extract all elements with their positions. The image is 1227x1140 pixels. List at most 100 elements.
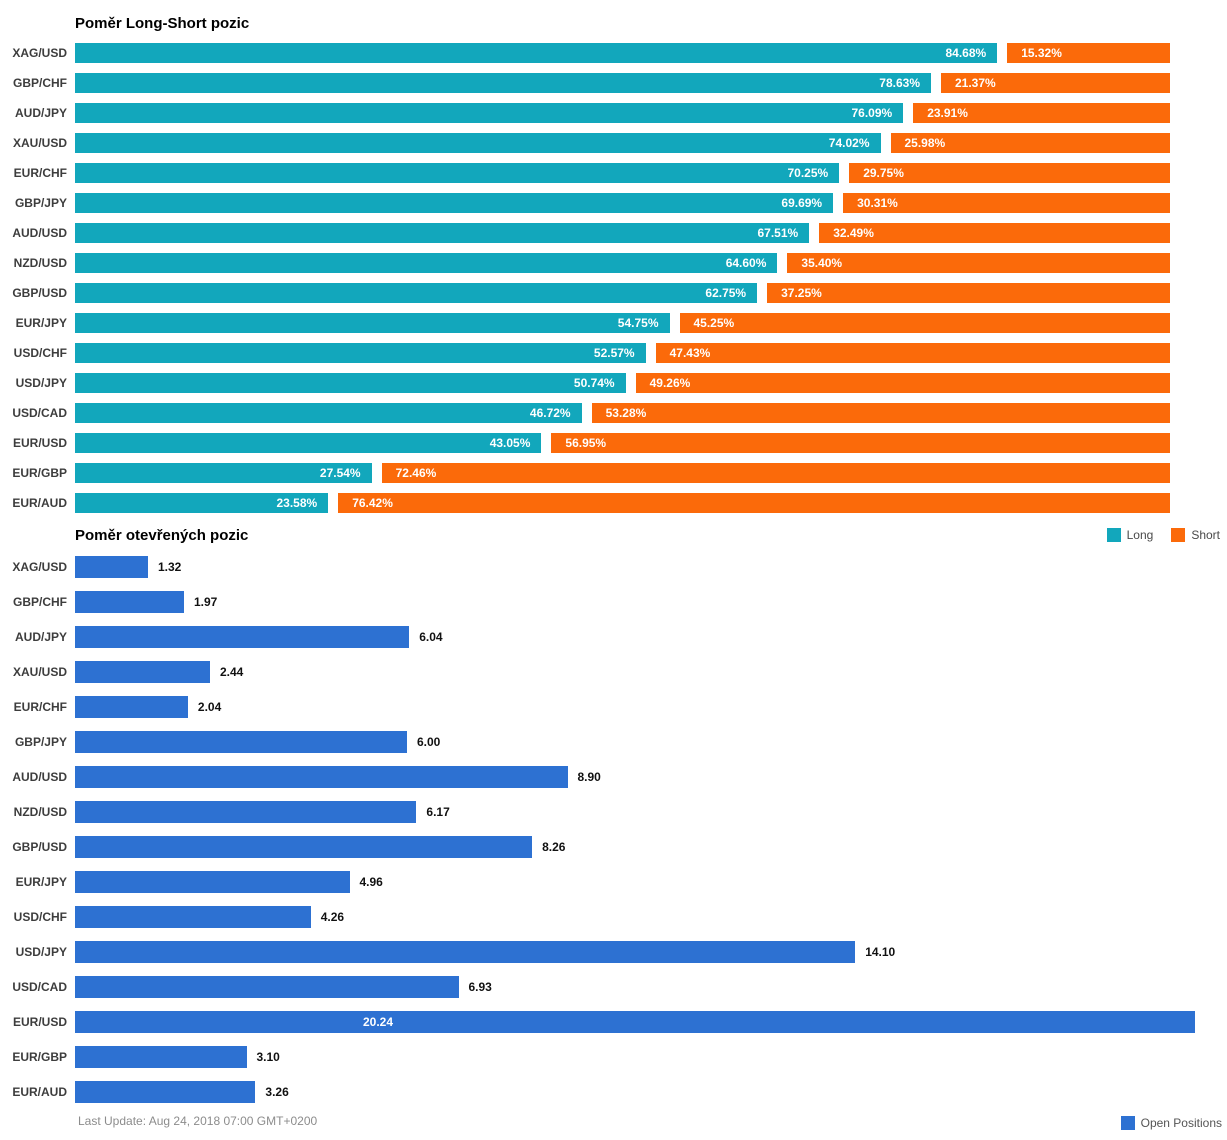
long-value-label: 76.09% xyxy=(851,106,893,120)
long-legend-label: Long xyxy=(1126,528,1154,542)
stacked-bar: 43.05% 56.95% xyxy=(75,433,1170,453)
bar-row: GBP/CHF 1.97 xyxy=(0,584,1195,619)
long-bar-segment: 50.74% xyxy=(75,373,626,393)
short-bar-segment: 30.31% xyxy=(843,193,1170,213)
value-label: 14.10 xyxy=(865,944,896,959)
short-value-label: 23.91% xyxy=(927,106,968,120)
category-label: AUD/USD xyxy=(12,226,67,240)
long-bar-segment: 27.54% xyxy=(75,463,372,483)
short-bar-segment: 21.37% xyxy=(941,73,1170,93)
category-label: GBP/USD xyxy=(12,286,67,300)
bar-row: EUR/USD 20.24 xyxy=(0,1004,1195,1039)
bar-row: EUR/GBP 3.10 xyxy=(0,1039,1195,1074)
bar-row: USD/CAD 46.72% 53.28% xyxy=(0,398,1170,428)
value-label: 3.26 xyxy=(265,1084,289,1099)
bar-row: AUD/JPY 76.09% 23.91% xyxy=(0,98,1170,128)
category-label: USD/CAD xyxy=(12,979,67,994)
stacked-bar: 67.51% 32.49% xyxy=(75,223,1170,243)
short-legend-label: Short xyxy=(1191,528,1220,542)
category-label: XAU/USD xyxy=(12,664,67,679)
bar-row: XAG/USD 84.68% 15.32% xyxy=(0,38,1170,68)
open-positions-bar xyxy=(75,1045,247,1068)
category-label: EUR/CHF xyxy=(13,166,67,180)
open-positions-bar xyxy=(75,835,533,858)
value-label: 2.04 xyxy=(197,699,222,714)
long-value-label: 23.58% xyxy=(276,496,318,510)
short-value-label: 53.28% xyxy=(605,406,647,420)
open-positions-legend: Open Positions xyxy=(1120,1116,1222,1130)
value-label: 1.32 xyxy=(158,559,182,574)
open-positions-rows: XAG/USD 1.32 GBP/CHF 1.97 AUD/JPY 6.04 XAU/USD… xyxy=(0,549,1195,1109)
category-label: GBP/CHF xyxy=(13,594,67,609)
stacked-bar: 74.02% 25.98% xyxy=(75,133,1170,153)
open-positions-bar xyxy=(75,1080,256,1103)
short-value-label: 29.75% xyxy=(863,166,904,180)
value-label: 8.90 xyxy=(577,769,601,784)
value-label: 1.97 xyxy=(194,594,218,609)
category-label: NZD/USD xyxy=(13,256,67,270)
short-value-label: 15.32% xyxy=(1021,46,1062,60)
value-label: 4.96 xyxy=(359,874,383,889)
long-bar-segment: 64.60% xyxy=(75,253,778,273)
stacked-bar: 46.72% 53.28% xyxy=(75,403,1170,423)
bar-row: EUR/AUD 3.26 xyxy=(0,1074,1195,1109)
stacked-bar: 84.68% 15.32% xyxy=(75,43,1170,63)
bar-row: NZD/USD 64.60% 35.40% xyxy=(0,248,1170,278)
long-value-label: 62.75% xyxy=(705,286,747,300)
open-positions-bar xyxy=(75,730,407,753)
value-label: 8.26 xyxy=(542,839,566,854)
open-positions-legend-swatch xyxy=(1120,1116,1135,1130)
category-label: AUD/USD xyxy=(12,769,67,784)
short-bar-segment: 35.40% xyxy=(787,253,1170,273)
bar-row: EUR/AUD 23.58% 76.42% xyxy=(0,488,1170,518)
bar-row: XAU/USD 74.02% 25.98% xyxy=(0,128,1170,158)
value-label: 2.44 xyxy=(220,664,244,679)
category-label: EUR/JPY xyxy=(15,874,67,889)
category-label: GBP/JPY xyxy=(14,196,67,210)
open-positions-bar xyxy=(75,590,184,613)
category-label: USD/JPY xyxy=(15,944,67,959)
bar-row: GBP/JPY 6.00 xyxy=(0,724,1195,759)
stacked-bar: 78.63% 21.37% xyxy=(75,73,1170,93)
short-value-label: 45.25% xyxy=(693,316,735,330)
bar-row: AUD/JPY 6.04 xyxy=(0,619,1195,654)
short-value-label: 30.31% xyxy=(857,196,898,210)
category-label: USD/JPY xyxy=(15,376,67,390)
bar-row: AUD/USD 8.90 xyxy=(0,759,1195,794)
short-value-label: 49.26% xyxy=(649,376,691,390)
category-label: EUR/CHF xyxy=(13,699,67,714)
long-value-label: 64.60% xyxy=(725,256,767,270)
stacked-bar: 54.75% 45.25% xyxy=(75,313,1170,333)
long-value-label: 52.57% xyxy=(593,346,635,360)
long-bar-segment: 84.68% xyxy=(75,43,998,63)
long-bar-segment: 54.75% xyxy=(75,313,670,333)
long-bar-segment: 23.58% xyxy=(75,493,329,513)
long-value-label: 27.54% xyxy=(319,466,361,480)
stacked-bar: 23.58% 76.42% xyxy=(75,493,1170,513)
short-value-label: 72.46% xyxy=(395,466,437,480)
bar-row: EUR/USD 43.05% 56.95% xyxy=(0,428,1170,458)
category-label: EUR/GBP xyxy=(12,466,67,480)
short-bar-segment: 45.25% xyxy=(679,313,1170,333)
bar-row: AUD/USD 67.51% 32.49% xyxy=(0,218,1170,248)
stacked-bar: 50.74% 49.26% xyxy=(75,373,1170,393)
open-positions-legend-label: Open Positions xyxy=(1140,1116,1222,1130)
long-short-legend: Long Short xyxy=(1106,528,1220,542)
category-label: EUR/JPY xyxy=(15,316,67,330)
bar-row: EUR/CHF 2.04 xyxy=(0,689,1195,724)
bar-row: GBP/USD 62.75% 37.25% xyxy=(0,278,1170,308)
bar-row: XAG/USD 1.32 xyxy=(0,549,1195,584)
short-bar-segment: 76.42% xyxy=(338,493,1170,513)
short-bar-segment: 25.98% xyxy=(890,133,1170,153)
long-bar-segment: 76.09% xyxy=(75,103,904,123)
bar-row: USD/JPY 50.74% 49.26% xyxy=(0,368,1170,398)
long-value-label: 70.25% xyxy=(787,166,829,180)
long-value-label: 43.05% xyxy=(489,436,531,450)
short-bar-segment: 56.95% xyxy=(551,433,1170,453)
long-bar-segment: 74.02% xyxy=(75,133,881,153)
bar-row: GBP/JPY 69.69% 30.31% xyxy=(0,188,1170,218)
stacked-bar: 69.69% 30.31% xyxy=(75,193,1170,213)
category-label: EUR/AUD xyxy=(12,496,67,510)
value-label: 3.10 xyxy=(256,1049,280,1064)
